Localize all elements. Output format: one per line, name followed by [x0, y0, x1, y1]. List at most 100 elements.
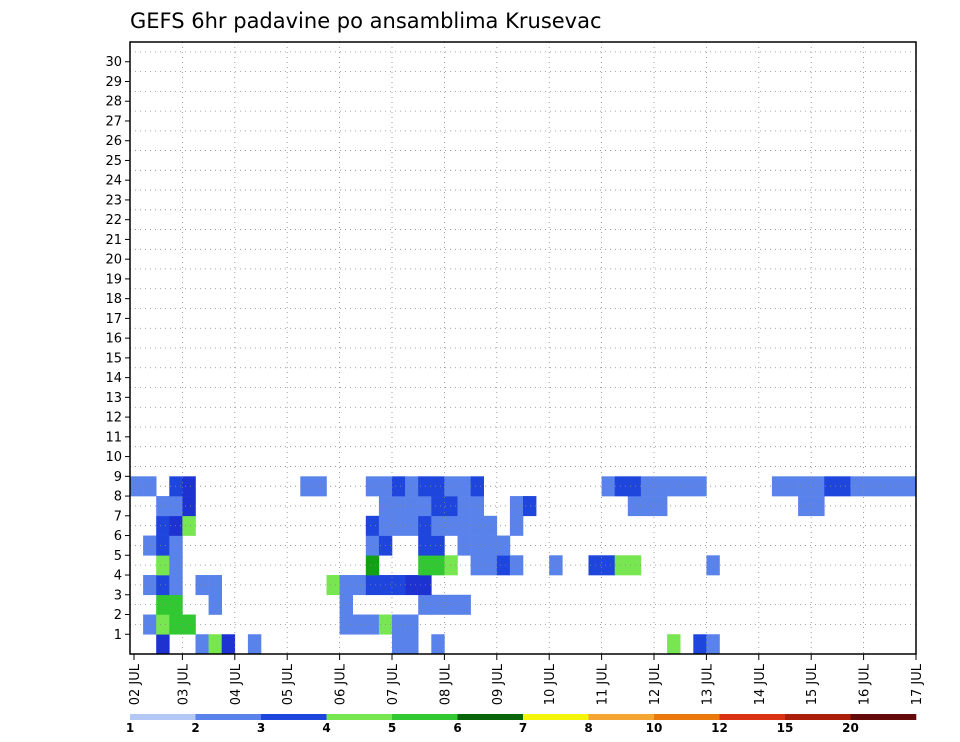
heatmap-cell [339, 614, 353, 635]
heatmap-cell [811, 496, 825, 517]
heatmap-cell [392, 476, 406, 497]
y-tick-label: 29 [105, 75, 122, 90]
heatmap-cell [627, 555, 642, 576]
heatmap-cell [418, 515, 432, 536]
heatmap-cell [457, 515, 471, 536]
y-tick-label: 30 [105, 55, 122, 70]
heatmap-cell [392, 515, 406, 536]
heatmap-cell [627, 496, 642, 517]
colorbar-segment [654, 714, 720, 720]
colorbar-label: 12 [711, 721, 728, 735]
y-tick-label: 25 [105, 154, 122, 169]
x-tick-label: 17 JUL [910, 663, 925, 705]
heatmap-cell [457, 496, 471, 517]
colorbar-label: 10 [646, 721, 663, 735]
heatmap-cell [667, 634, 681, 655]
heatmap-cell [850, 476, 864, 497]
heatmap-cell [156, 515, 170, 536]
y-tick-label: 12 [105, 411, 122, 426]
heatmap-cell [431, 535, 445, 556]
colorbar-label: 4 [322, 721, 330, 735]
heatmap-cell [300, 476, 314, 497]
heatmap-cell [156, 594, 170, 615]
heatmap-cell [182, 476, 196, 497]
heatmap-cell [365, 476, 380, 497]
x-tick-label: 11 JUL [596, 663, 611, 705]
x-tick-label: 08 JUL [438, 663, 453, 705]
y-tick-label: 9 [114, 470, 122, 485]
heatmap-cell [431, 515, 445, 536]
heatmap-cell [365, 555, 380, 576]
heatmap-cell [143, 614, 157, 635]
x-tick-label: 04 JUL [229, 663, 244, 705]
heatmap-cell [444, 476, 458, 497]
colorbar-segment [195, 714, 262, 720]
y-tick-label: 14 [105, 371, 122, 386]
y-tick-label: 6 [114, 529, 122, 544]
heatmap-cell [444, 515, 458, 536]
x-tick-label: 13 JUL [700, 663, 715, 705]
heatmap-cell [208, 634, 222, 655]
heatmap-cell [614, 555, 629, 576]
y-tick-label: 13 [105, 391, 122, 406]
y-tick-label: 3 [114, 588, 122, 603]
colorbar-legend: 1 2 3 4 5 6 7 8 10 12 15 20 [126, 714, 917, 735]
heatmap-cell [470, 555, 484, 576]
colorbar-segment [850, 714, 917, 720]
colorbar-label: 1 [126, 721, 134, 735]
heatmap-cell [247, 634, 262, 655]
heatmap-cell [182, 614, 196, 635]
heatmap-cell [457, 535, 471, 556]
heatmap-cell [156, 575, 170, 596]
y-tick-label: 1 [114, 628, 122, 643]
heatmap-cell [889, 476, 904, 497]
heatmap-cell [876, 476, 891, 497]
heatmap-cell [418, 496, 432, 517]
x-tick-label: 14 JUL [753, 663, 768, 705]
heatmap-cell [457, 594, 471, 615]
x-tick-label: 10 JUL [543, 663, 558, 705]
x-tick-label: 15 JUL [805, 663, 820, 705]
colorbar-label: 15 [777, 721, 794, 735]
y-tick-label: 2 [114, 608, 122, 623]
heatmap-cell [470, 496, 484, 517]
heatmap-cell [156, 614, 170, 635]
heatmap-cell [405, 634, 419, 655]
heatmap-cell [640, 496, 655, 517]
y-tick-label: 16 [105, 332, 122, 347]
heatmap-cell [392, 496, 406, 517]
y-tick-label: 17 [105, 312, 122, 327]
heatmap-cell [444, 496, 458, 517]
y-tick-label: 8 [114, 490, 122, 505]
heatmap-cell [392, 634, 406, 655]
y-tick-label: 7 [114, 509, 122, 524]
colorbar-label: 7 [519, 721, 527, 735]
heatmap-cell [680, 476, 694, 497]
heatmap-cell [352, 575, 367, 596]
heatmap-cell [405, 476, 419, 497]
heatmap-cell [601, 555, 615, 576]
heatmap-cell [418, 575, 432, 596]
colorbar-segment [523, 714, 589, 720]
y-tick-label: 18 [105, 292, 122, 307]
heatmap-cell [405, 496, 419, 517]
y-tick-label: 21 [105, 233, 122, 248]
colorbar-label: 5 [388, 721, 396, 735]
heatmap-cell [339, 594, 353, 615]
heatmap-cell [902, 476, 917, 497]
heatmap-cell [470, 515, 484, 536]
heatmap-cell [365, 575, 380, 596]
heatmap-cell [509, 496, 524, 517]
grid-lines [130, 42, 917, 654]
y-tick-label: 23 [105, 193, 122, 208]
heatmap-cell [405, 614, 419, 635]
x-tick-label: 12 JUL [648, 663, 663, 705]
x-tick-label: 16 JUL [858, 663, 873, 705]
heatmap-cell [509, 555, 524, 576]
heatmap-cell [798, 476, 812, 497]
heatmap-cell [496, 555, 511, 576]
x-tick-label: 07 JUL [386, 663, 401, 705]
heatmap-cell [156, 535, 170, 556]
y-tick-label: 19 [105, 272, 122, 287]
y-tick-label: 5 [114, 549, 122, 564]
